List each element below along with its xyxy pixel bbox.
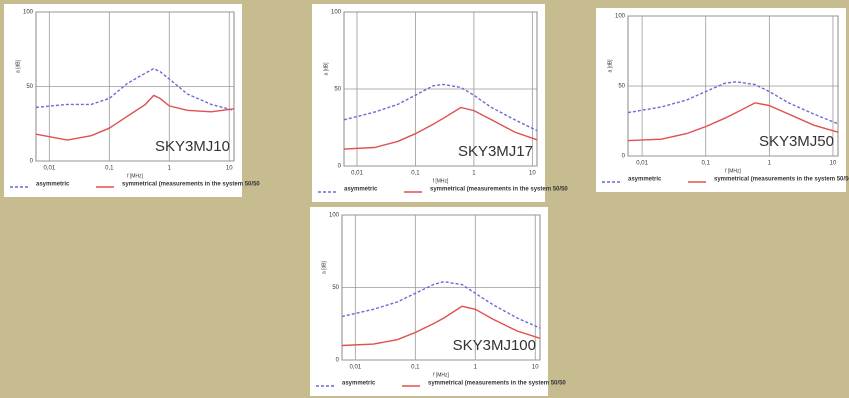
series-line bbox=[341, 305, 541, 347]
x-tick-label: 0,01 bbox=[636, 161, 648, 167]
x-tick-label: 10 bbox=[226, 166, 233, 172]
y-tick-label: 100 bbox=[329, 213, 340, 219]
legend-label: asymmetric bbox=[342, 381, 376, 387]
y-axis-label: a [dB] bbox=[607, 59, 613, 73]
model-annotation: SKY3MJ50 bbox=[759, 133, 834, 150]
y-tick-label: 0 bbox=[30, 159, 34, 165]
x-tick-label: 1 bbox=[768, 161, 772, 167]
x-axis-label: f [MHz] bbox=[127, 173, 143, 179]
legend-label: symmetrical (measurements in the system … bbox=[430, 187, 568, 193]
y-axis-label: a [dB] bbox=[15, 59, 21, 73]
x-tick-label: 0,1 bbox=[105, 166, 114, 172]
chart-panel: 0 50 100 0,01 0,1 1 10 f [MHz] a [dB] SKY3MJ10 asy… bbox=[4, 4, 260, 197]
x-tick-label: 0,1 bbox=[411, 365, 420, 371]
y-tick-label: 0 bbox=[336, 358, 340, 364]
y-tick-label: 0 bbox=[338, 164, 342, 170]
series-line bbox=[343, 106, 538, 150]
model-annotation: SKY3MJ10 bbox=[155, 138, 230, 155]
y-tick-label: 100 bbox=[23, 10, 34, 16]
x-tick-label: 0,1 bbox=[702, 161, 711, 167]
x-axis-label: f [MHz] bbox=[433, 372, 449, 378]
model-annotation: SKY3MJ100 bbox=[453, 337, 536, 354]
legend-label: asymmetric bbox=[344, 187, 378, 193]
series-line bbox=[35, 94, 235, 141]
x-tick-label: 1 bbox=[168, 166, 172, 172]
x-tick-label: 10 bbox=[532, 365, 539, 371]
chart-panel: 0 50 100 0,01 0,1 1 10 f [MHz] a [dB] SKY3MJ17 asy… bbox=[312, 4, 568, 202]
x-tick-label: 0,01 bbox=[43, 166, 55, 172]
legend-label: symmetrical (measurements in the system … bbox=[714, 177, 849, 183]
x-tick-label: 0,1 bbox=[411, 171, 420, 177]
x-tick-label: 0,01 bbox=[351, 171, 363, 177]
x-tick-label: 1 bbox=[474, 365, 478, 371]
legend-label: asymmetric bbox=[36, 182, 70, 188]
y-tick-label: 50 bbox=[26, 84, 33, 90]
y-tick-label: 50 bbox=[618, 84, 625, 90]
y-axis-label: a [dB] bbox=[323, 62, 329, 76]
legend-label: asymmetric bbox=[628, 177, 662, 183]
x-axis-label: f [MHz] bbox=[433, 178, 449, 184]
model-annotation: SKY3MJ17 bbox=[458, 143, 533, 160]
series-line bbox=[627, 102, 839, 142]
legend-label: symmetrical (measurements in the system … bbox=[122, 182, 260, 188]
y-tick-label: 50 bbox=[334, 87, 341, 93]
legend-label: symmetrical (measurements in the system … bbox=[428, 381, 566, 387]
y-tick-label: 100 bbox=[331, 10, 342, 16]
y-axis-label: a [dB] bbox=[321, 260, 327, 274]
x-tick-label: 0,01 bbox=[349, 365, 361, 371]
y-tick-label: 100 bbox=[615, 14, 626, 20]
x-tick-label: 10 bbox=[529, 171, 536, 177]
x-tick-label: 10 bbox=[830, 161, 837, 167]
chart-panel: 0 50 100 0,01 0,1 1 10 f [MHz] a [dB] SKY3MJ100 as… bbox=[310, 207, 566, 396]
series-line bbox=[35, 67, 235, 111]
series-line bbox=[627, 81, 839, 125]
y-tick-label: 0 bbox=[622, 154, 626, 160]
x-tick-label: 1 bbox=[472, 171, 476, 177]
series-line bbox=[343, 83, 538, 132]
series-line bbox=[341, 280, 541, 329]
x-axis-label: f [MHz] bbox=[725, 168, 741, 174]
chart-panel: 0 50 100 0,01 0,1 1 10 f [MHz] a [dB] SKY3MJ50 asy… bbox=[596, 8, 849, 192]
y-tick-label: 50 bbox=[332, 285, 339, 291]
